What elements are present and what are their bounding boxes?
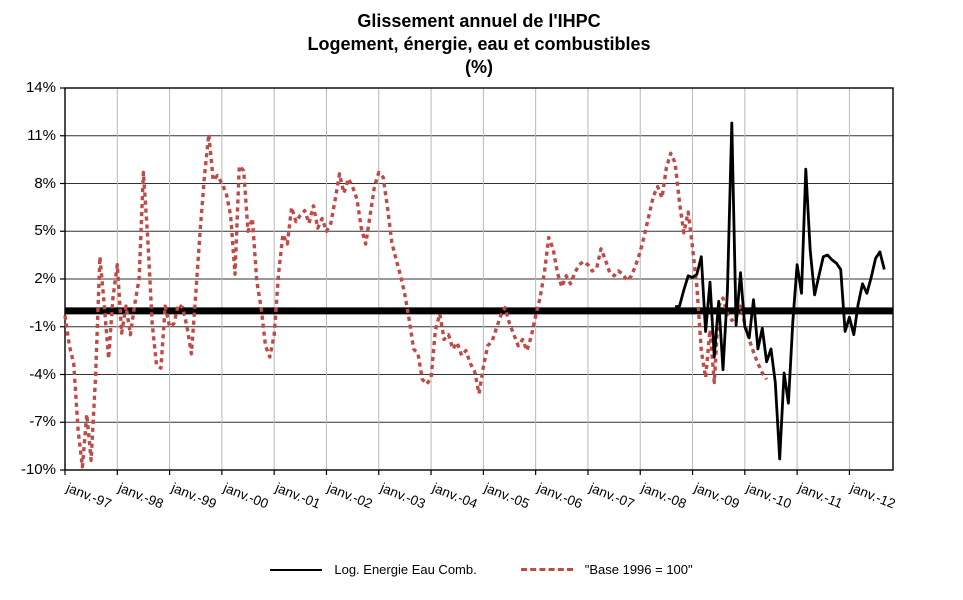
legend-item-base-1996: "Base 1996 = 100" (520, 562, 693, 577)
y-axis-label: -10% (20, 461, 56, 478)
legend-item-log-energie: Log. Energie Eau Comb. (270, 562, 477, 577)
plot-border (64, 87, 894, 471)
legend-dashed-line-sample (520, 568, 573, 571)
y-axis-label: 14% (25, 79, 56, 96)
series-line-base-1996 (63, 132, 769, 469)
chart-title-line2: Logement, énergie, eau et combustibles (307, 34, 651, 54)
chart-title-line1: Glissement annuel de l'IHPC (357, 11, 601, 31)
y-axis-label: -1% (29, 317, 56, 335)
chart-title-line3: (%) (465, 57, 493, 77)
y-axis-label: -7% (29, 413, 56, 431)
legend-label-base-1996: "Base 1996 = 100" (584, 562, 693, 577)
series-line-log-energie (674, 121, 886, 461)
chart-title: Glissement annuel de l'IHPC Logement, én… (65, 10, 893, 79)
y-axis-label: 11% (27, 126, 56, 144)
y-axis-label: 8% (34, 174, 56, 192)
legend-solid-line-sample (270, 568, 323, 571)
legend-label-log-energie: Log. Energie Eau Comb. (334, 562, 477, 577)
y-axis-label: 2% (34, 270, 56, 287)
y-axis-label: -4% (29, 365, 56, 383)
legend: Log. Energie Eau Comb. "Base 1996 = 100" (0, 562, 963, 577)
y-axis-label: 5% (34, 222, 56, 240)
